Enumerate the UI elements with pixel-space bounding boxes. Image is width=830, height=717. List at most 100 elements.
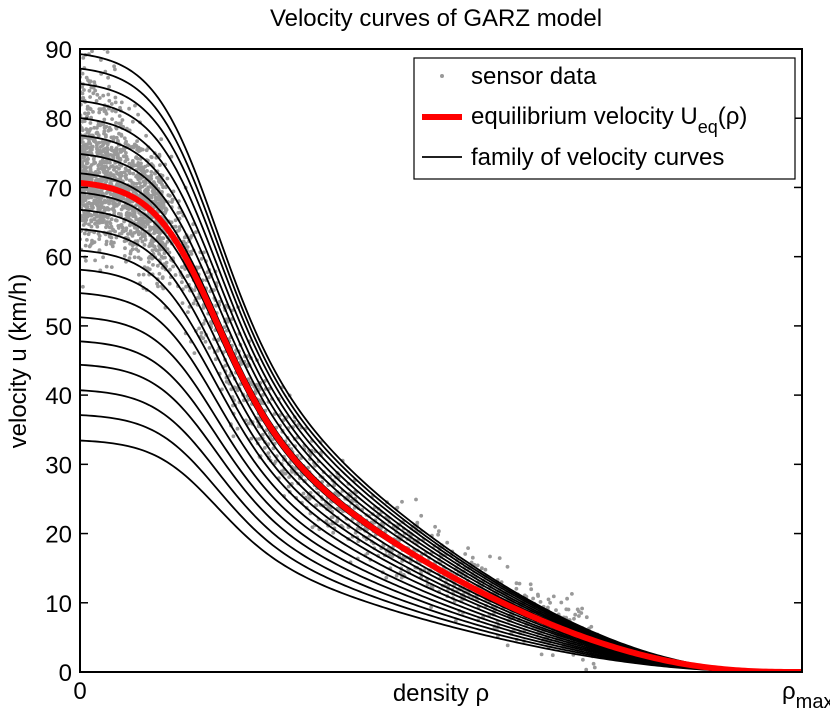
sensor-point [584, 615, 589, 620]
sensor-point [82, 119, 87, 123]
sensor-point [92, 161, 96, 166]
sensor-point [153, 190, 157, 195]
y-tick-label-90: 90 [45, 37, 72, 64]
sensor-point [101, 148, 106, 153]
sensor-point [130, 159, 135, 163]
sensor-point [101, 191, 105, 196]
sensor-point [117, 202, 121, 206]
sensor-point [453, 619, 458, 623]
sensor-point [165, 247, 170, 252]
sensor-point [100, 167, 105, 172]
sensor-point [117, 131, 121, 136]
sensor-point [138, 186, 142, 191]
sensor-point [127, 106, 131, 111]
sensor-point [102, 218, 106, 223]
sensor-point [138, 206, 142, 210]
sensor-point [114, 149, 119, 154]
sensor-point [103, 140, 107, 145]
sensor-point [111, 228, 115, 233]
sensor-point [143, 237, 148, 242]
sensor-point [84, 176, 89, 181]
sensor-point [80, 91, 85, 96]
sensor-point [286, 484, 291, 489]
sensor-point [437, 529, 441, 534]
sensor-point [429, 584, 434, 589]
sensor-point [96, 148, 101, 153]
sensor-point [95, 130, 99, 135]
sensor-point [99, 107, 103, 112]
sensor-point [111, 135, 116, 140]
sensor-point [168, 267, 172, 272]
sensor-point [130, 247, 135, 252]
sensor-point [581, 657, 585, 662]
sensor-point [82, 203, 87, 207]
sensor-point [151, 263, 155, 267]
sensor-point [273, 459, 278, 464]
x-axis-label: density ρ [393, 680, 489, 707]
sensor-point [155, 236, 160, 241]
sensor-point [314, 503, 319, 508]
sensor-point [213, 357, 218, 362]
sensor-point [548, 600, 552, 605]
sensor-point [97, 237, 102, 242]
sensor-point [390, 554, 395, 559]
sensor-point [197, 265, 202, 270]
sensor-point [577, 609, 581, 614]
sensor-point [87, 222, 91, 227]
sensor-point [162, 251, 167, 256]
sensor-point [480, 566, 484, 571]
sensor-point [514, 581, 519, 586]
sensor-point [82, 88, 86, 92]
sensor-point [138, 236, 143, 241]
sensor-point [355, 526, 360, 531]
sensor-point [87, 88, 92, 93]
sensor-point [226, 319, 230, 324]
sensor-point [107, 98, 112, 103]
sensor-point [564, 607, 569, 612]
sensor-point [157, 271, 162, 276]
sensor-point [84, 161, 89, 166]
sensor-point [488, 554, 492, 559]
sensor-point [89, 85, 94, 90]
sensor-point [102, 109, 107, 114]
sensor-point [97, 190, 101, 195]
sensor-point [173, 218, 178, 223]
x-tick-label-main-0: 0 [73, 678, 86, 705]
sensor-point [400, 499, 404, 504]
sensor-point [86, 232, 91, 237]
sensor-point [105, 50, 110, 54]
sensor-point [108, 174, 112, 179]
legend-item-family-curves: family of velocity curves [471, 144, 724, 171]
sensor-point [191, 301, 196, 306]
sensor-point [112, 64, 116, 69]
sensor-point [592, 665, 597, 670]
sensor-point [199, 331, 204, 335]
sensor-point [113, 67, 117, 72]
sensor-point [143, 234, 147, 239]
sensor-point [539, 652, 544, 657]
sensor-point [96, 201, 100, 206]
sensor-point [266, 451, 271, 455]
sensor-point [529, 587, 534, 592]
sensor-point [110, 117, 114, 121]
sensor-point [127, 223, 132, 228]
sensor-point [159, 137, 164, 142]
sensor-point [227, 373, 232, 378]
sensor-point [157, 179, 162, 184]
sensor-point [104, 225, 108, 230]
sensor-point [106, 215, 110, 220]
sensor-point [92, 240, 97, 245]
plot-frame [79, 48, 803, 673]
sensor-point [80, 149, 85, 154]
sensor-point [580, 606, 584, 611]
sensor-point [550, 653, 555, 658]
sensor-point [591, 661, 596, 666]
sensor-point [138, 194, 143, 199]
x-tick-label-sub-1: max [796, 691, 830, 712]
sensor-point [88, 167, 93, 172]
sensor-point [133, 103, 137, 108]
sensor-point [135, 139, 140, 144]
sensor-point [89, 224, 94, 229]
sensor-point [186, 310, 190, 314]
sensor-point [135, 145, 140, 150]
